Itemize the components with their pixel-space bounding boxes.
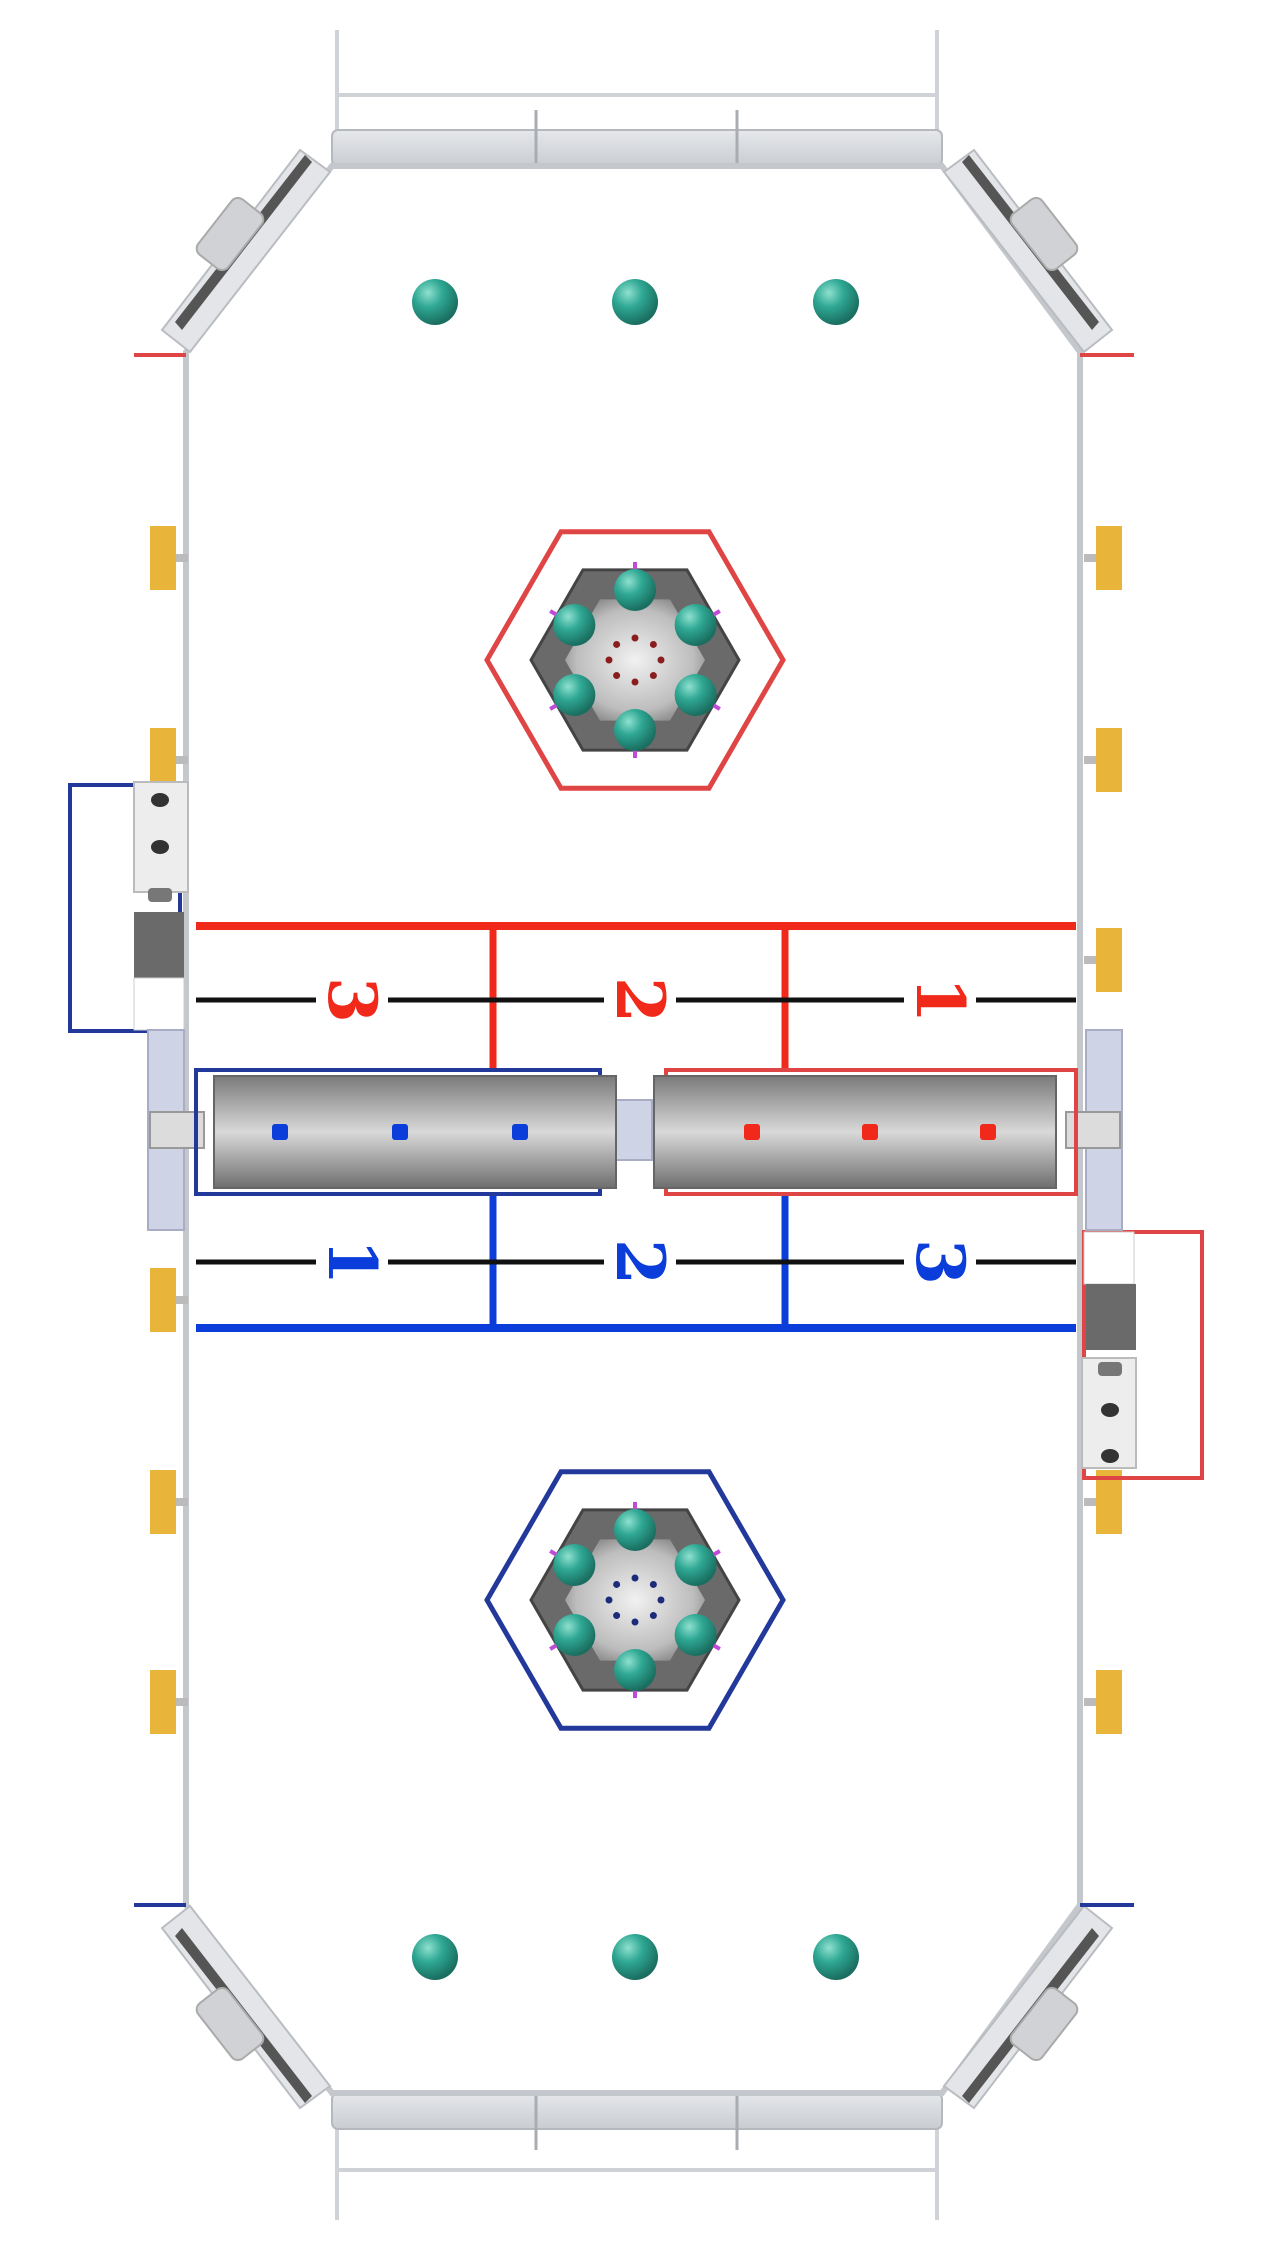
yellow-post-icon xyxy=(1084,1470,1122,1534)
teal-sphere-icon xyxy=(674,674,717,716)
teal-sphere-icon xyxy=(674,1614,717,1656)
teal-sphere-icon xyxy=(612,1934,658,1980)
hex-goals xyxy=(484,529,786,1731)
yellow-post-icon xyxy=(1084,928,1122,992)
red-marker xyxy=(862,1124,878,1140)
teal-sphere-icon xyxy=(614,569,656,611)
teal-sphere-icon xyxy=(553,1544,596,1586)
corner-ramp-bottom-right xyxy=(942,1904,1114,2110)
yellow-post-icon xyxy=(150,1268,188,1332)
teal-sphere-icon xyxy=(612,279,658,325)
zone-labels: 3 2 1 1 2 3 xyxy=(313,977,979,1285)
teal-sphere-icon xyxy=(412,1934,458,1980)
yellow-post-icon xyxy=(1084,1670,1122,1734)
bottom-wall xyxy=(331,2085,943,2220)
blue-station-left xyxy=(68,781,189,1033)
red-zone-number: 1 xyxy=(901,977,979,1023)
teal-sphere-icon xyxy=(412,279,458,325)
yellow-post-icon xyxy=(1084,526,1122,590)
yellow-post-icon xyxy=(1084,728,1122,792)
red-station-right xyxy=(1081,1230,1204,1480)
teal-sphere-icon xyxy=(813,1934,859,1980)
blue-zone-number: 3 xyxy=(901,1239,979,1285)
teal-sphere-icon xyxy=(614,1509,656,1551)
blue-hexagon-goal-icon xyxy=(484,1469,786,1731)
corner-ramp-top-right xyxy=(942,148,1114,354)
side-pegs xyxy=(150,526,1122,1734)
yellow-post-icon xyxy=(150,526,188,590)
red-marker xyxy=(744,1124,760,1140)
red-zone-number: 2 xyxy=(601,977,679,1023)
red-marker xyxy=(980,1124,996,1140)
blue-zone-number: 1 xyxy=(313,1239,391,1285)
top-wall xyxy=(331,30,943,168)
teal-sphere-icon xyxy=(614,1649,656,1691)
teal-sphere-icon xyxy=(553,1614,596,1656)
corner-ramp-bottom-left xyxy=(160,1904,332,2110)
teal-sphere-icon xyxy=(674,1544,717,1586)
loose-balls xyxy=(412,279,859,1980)
blue-marker xyxy=(392,1124,408,1140)
yellow-post-icon xyxy=(150,1670,188,1734)
tray-markers xyxy=(272,1124,996,1140)
teal-sphere-icon xyxy=(813,279,859,325)
blue-marker xyxy=(272,1124,288,1140)
blue-marker xyxy=(512,1124,528,1140)
teal-sphere-icon xyxy=(674,604,717,646)
yellow-post-icon xyxy=(150,1470,188,1534)
teal-sphere-icon xyxy=(553,604,596,646)
red-hexagon-goal-icon xyxy=(484,529,786,791)
teal-sphere-icon xyxy=(553,674,596,716)
red-zone-number: 3 xyxy=(313,977,391,1023)
corner-ramp-top-left xyxy=(160,148,332,354)
teal-sphere-icon xyxy=(614,709,656,751)
blue-zone-number: 2 xyxy=(601,1239,679,1285)
